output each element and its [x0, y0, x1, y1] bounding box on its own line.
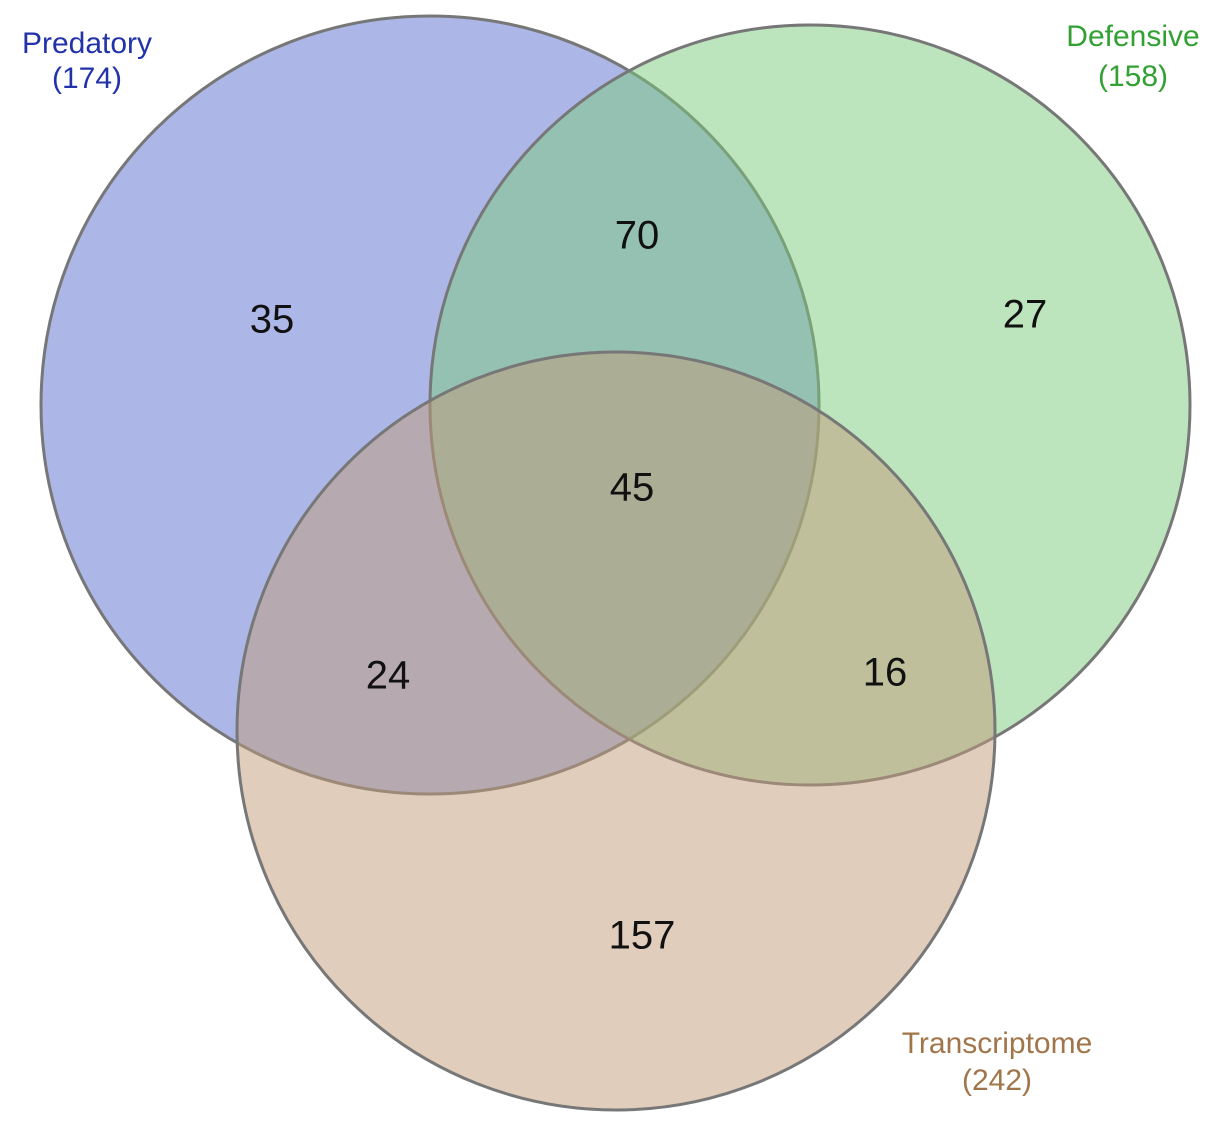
- region-count: 16: [863, 651, 908, 695]
- region-count: 45: [610, 466, 655, 510]
- set-size: (242): [962, 1064, 1032, 1097]
- set-size: (158): [1098, 60, 1168, 93]
- region-count: 157: [609, 914, 676, 958]
- set-name: Predatory: [22, 27, 152, 60]
- region-count: 24: [366, 654, 411, 698]
- region-count: 27: [1003, 293, 1048, 337]
- region-count: 70: [615, 214, 660, 258]
- region-count: 35: [250, 298, 295, 342]
- set-circle: [235, 350, 997, 1112]
- set-name: Defensive: [1066, 20, 1199, 53]
- set-size: (174): [52, 62, 122, 95]
- set-name: Transcriptome: [902, 1027, 1093, 1060]
